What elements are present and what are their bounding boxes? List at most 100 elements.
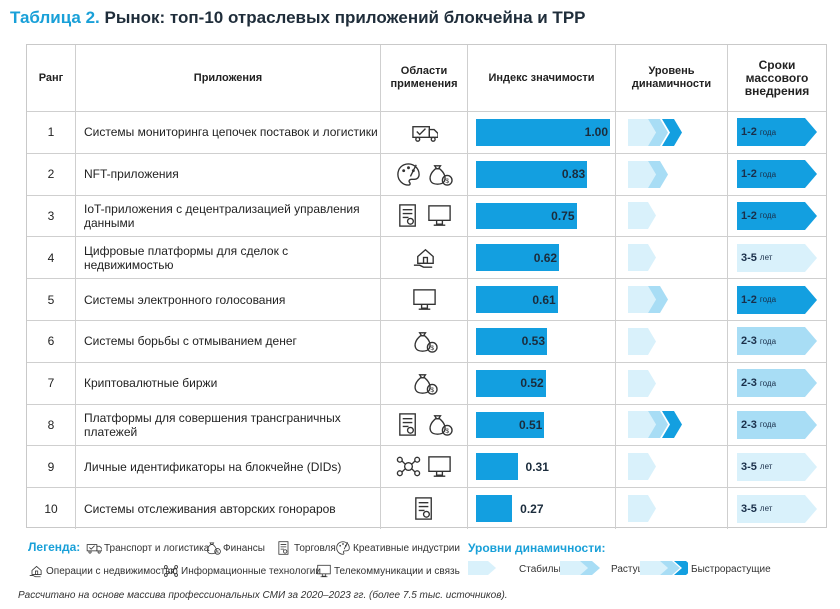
row-area-icons: $ bbox=[380, 153, 467, 195]
row-dynamics bbox=[615, 112, 727, 153]
legend-item: Транспорт и логистика bbox=[86, 540, 209, 556]
svg-text:$: $ bbox=[430, 345, 434, 352]
row-rank: 3 bbox=[47, 208, 55, 223]
table-row: 5 Системы электронного голосования 0.61 1-2… bbox=[27, 278, 826, 320]
row-rank: 10 bbox=[44, 501, 58, 516]
legend-item: Операции с недвижимостью bbox=[28, 563, 178, 579]
fast-arrow-icon bbox=[640, 561, 694, 578]
row-timing: 3-5 лет bbox=[727, 446, 826, 488]
timing-arrow: 3-5 лет bbox=[737, 452, 817, 481]
row-app-name: Системы борьбы с отмыванием денег bbox=[75, 321, 380, 362]
dynamics-chevron bbox=[627, 411, 656, 439]
money-bag-icon: $ bbox=[429, 415, 453, 437]
dynamics-chevron bbox=[627, 495, 656, 523]
dynamics-chevron bbox=[627, 244, 656, 272]
timing-value: 1-2 bbox=[741, 293, 757, 306]
money-bag-icon: $ bbox=[429, 164, 453, 186]
timing-arrow: 1-2 года bbox=[737, 285, 817, 314]
timing-arrow: 2-3 года bbox=[737, 410, 817, 439]
row-timing: 1-2 года bbox=[727, 153, 826, 195]
dynamics-legend-title: Уровни динамичности: bbox=[468, 541, 606, 555]
stable-dynamics-arrow bbox=[627, 244, 656, 272]
table-row: 1 Системы мониторинга цепочек поставок и … bbox=[27, 111, 826, 153]
row-index-cell: 0.83 bbox=[467, 153, 615, 195]
index-bar bbox=[476, 286, 558, 313]
stable-dynamics-arrow bbox=[627, 202, 656, 230]
dynamics-chevron bbox=[627, 286, 656, 314]
timing-value: 2-3 bbox=[741, 418, 757, 431]
row-timing: 2-3 года bbox=[727, 321, 826, 362]
header-area: Области применения bbox=[380, 45, 467, 111]
header-dynamics: Уровень динамичности bbox=[615, 45, 727, 111]
row-rank: 5 bbox=[47, 292, 55, 307]
index-bar bbox=[476, 202, 577, 230]
timing-value: 1-2 bbox=[741, 126, 757, 139]
legend-item-label: Транспорт и логистика bbox=[104, 542, 210, 554]
index-value: 1.00 bbox=[584, 125, 608, 140]
row-app-name: Цифровые платформы для сделок с недвижим… bbox=[75, 237, 380, 279]
dynamics-chevron bbox=[627, 453, 656, 481]
timing-arrow: 3-5 лет bbox=[737, 494, 817, 523]
row-app-name: Системы отслеживания авторских гонораров bbox=[75, 488, 380, 529]
index-bar bbox=[476, 369, 546, 397]
fast-dynamics-arrow bbox=[627, 411, 682, 439]
row-rank: 4 bbox=[47, 250, 55, 265]
fast-dynamics-arrow bbox=[627, 118, 682, 146]
timing-value: 3-5 bbox=[741, 251, 757, 264]
document-icon bbox=[278, 541, 289, 555]
row-dynamics bbox=[615, 362, 727, 404]
legend-item: Информационные технологии bbox=[163, 563, 321, 579]
row-area-icons bbox=[380, 279, 467, 320]
index-bar bbox=[476, 160, 588, 188]
dynamics-chevron bbox=[627, 369, 656, 397]
index-value: 0.51 bbox=[518, 417, 543, 432]
row-area-icons bbox=[380, 237, 467, 279]
legend-item-label: Информационные технологии bbox=[181, 565, 321, 577]
timing-unit: года bbox=[759, 211, 777, 221]
row-index-cell: 0.31 bbox=[467, 446, 615, 488]
row-rank: 7 bbox=[47, 376, 55, 391]
row-rank: 8 bbox=[47, 417, 55, 432]
title-number: Таблица 2. bbox=[10, 8, 100, 27]
row-app-name: Личные идентификаторы на блокчейне (DIDs… bbox=[75, 446, 380, 488]
row-rank: 2 bbox=[47, 167, 55, 182]
row-app-name: Системы мониторинга цепочек поставок и л… bbox=[75, 112, 380, 153]
legend-item-label: Торговля bbox=[294, 542, 336, 554]
row-area-icons: $ bbox=[380, 404, 467, 446]
index-bar bbox=[476, 328, 548, 355]
dynamics-chevron bbox=[647, 118, 668, 146]
row-area-icons bbox=[380, 195, 467, 237]
dynamics-chevron bbox=[640, 561, 668, 575]
monitor-icon bbox=[428, 205, 451, 227]
legend-item: Телекоммуникации и связь bbox=[316, 563, 460, 579]
row-index-cell: 0.27 bbox=[467, 488, 615, 529]
header-index: Индекс значимости bbox=[467, 45, 615, 111]
stable-dynamics-arrow bbox=[627, 369, 656, 397]
row-index-cell: 1.00 bbox=[467, 112, 615, 153]
timing-unit: лет bbox=[759, 462, 773, 472]
index-bar bbox=[476, 411, 545, 439]
timing-value: 2-3 bbox=[741, 335, 757, 348]
legend-item: $ Финансы bbox=[205, 540, 265, 556]
timing-arrow: 2-3 года bbox=[737, 327, 817, 356]
timing-value: 1-2 bbox=[741, 168, 757, 181]
network-icon bbox=[396, 456, 421, 477]
row-rank: 1 bbox=[47, 125, 55, 140]
table-row: 9 Личные идентификаторы на блокчейне (DID… bbox=[27, 445, 826, 488]
stable-dynamics-arrow bbox=[468, 561, 496, 575]
row-index-cell: 0.75 bbox=[467, 195, 615, 237]
row-timing: 3-5 лет bbox=[727, 488, 826, 529]
row-app-name: Платформы для совершения трансграничных … bbox=[75, 404, 380, 446]
row-index-cell: 0.62 bbox=[467, 237, 615, 279]
table-row: 6 Системы борьбы с отмыванием денег $0.53 2… bbox=[27, 320, 826, 362]
dynamics-chevron bbox=[580, 561, 600, 575]
row-app-name: Криптовалютные биржи bbox=[75, 362, 380, 404]
palette-icon bbox=[397, 162, 420, 186]
row-index-cell: 0.61 bbox=[467, 279, 615, 320]
index-value: 0.75 bbox=[551, 208, 575, 223]
dynamics-chevron bbox=[627, 202, 656, 230]
dynamics-chevron bbox=[627, 160, 656, 188]
row-dynamics bbox=[615, 446, 727, 488]
svg-text:$: $ bbox=[216, 549, 219, 554]
dynamics-legend-fast-label: Быстрорастущие bbox=[691, 564, 771, 575]
